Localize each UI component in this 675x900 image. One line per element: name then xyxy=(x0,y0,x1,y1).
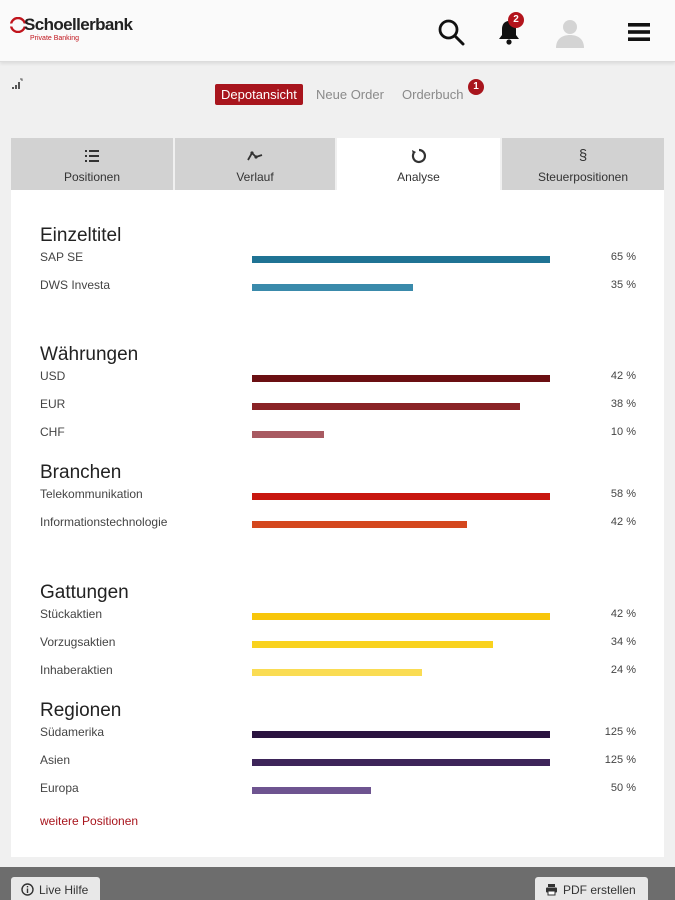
allocation-bar xyxy=(252,284,550,291)
footer-bar: Live Hilfe PDF erstellen xyxy=(0,867,675,900)
allocation-bar xyxy=(252,521,550,528)
allocation-bar-fill xyxy=(252,641,493,648)
section-title: Währungen xyxy=(40,344,139,365)
info-icon xyxy=(21,883,34,896)
tab-analyse[interactable]: Analyse xyxy=(337,138,501,190)
allocation-bar-fill xyxy=(252,521,467,528)
row-value: 65 % xyxy=(610,251,636,263)
hamburger-menu-icon[interactable] xyxy=(627,22,651,42)
logo-mark-icon xyxy=(10,17,26,33)
signal-icon xyxy=(12,78,23,89)
avatar[interactable] xyxy=(553,15,587,49)
row-label: Telekommunikation xyxy=(40,487,143,501)
row-label: EUR xyxy=(40,397,66,411)
allocation-bar-fill xyxy=(252,613,550,620)
live-help-label: Live Hilfe xyxy=(39,883,89,897)
printer-icon xyxy=(546,884,557,896)
row-value: 34 % xyxy=(610,636,636,648)
row-value: 125 % xyxy=(604,754,636,766)
row-label: Vorzugsaktien xyxy=(40,635,116,649)
allocation-bar-fill xyxy=(252,493,550,500)
tab-label: Analyse xyxy=(397,170,440,184)
row-value: 42 % xyxy=(610,608,636,620)
analysis-panel: weitere Positionen Einzeltitel SAP SE 65 %… xyxy=(11,190,664,857)
row-label: Südamerika xyxy=(40,725,105,739)
notification-badge: 2 xyxy=(508,12,524,28)
line-chart-icon xyxy=(247,151,263,161)
tab-steuerpositionen[interactable]: § Steuerpositionen xyxy=(502,138,664,190)
tab-label: Verlauf xyxy=(236,170,274,184)
row-value: 50 % xyxy=(610,782,636,794)
pdf-export-label: PDF erstellen xyxy=(563,883,636,897)
allocation-bar xyxy=(252,256,550,263)
row-label: Stückaktien xyxy=(40,607,103,621)
row-value: 125 % xyxy=(604,726,636,738)
row-label: SAP SE xyxy=(40,250,84,264)
allocation-bar xyxy=(252,493,550,500)
section-title: Branchen xyxy=(40,462,122,483)
allocation-bar xyxy=(252,759,550,766)
subnav-depotansicht[interactable]: Depotansicht xyxy=(215,84,303,105)
allocation-bar xyxy=(252,431,550,438)
allocation-bar xyxy=(252,641,550,648)
row-label: Inhaberaktien xyxy=(40,663,113,677)
section-title: Regionen xyxy=(40,700,122,721)
allocation-bar-fill xyxy=(252,403,520,410)
row-value: 42 % xyxy=(610,516,636,528)
row-label: CHF xyxy=(40,425,65,439)
logo-subtitle: Private Banking xyxy=(30,35,80,42)
row-label: Informationstechnologie xyxy=(40,515,168,529)
allocation-bar-fill xyxy=(252,787,371,794)
allocation-bar-fill xyxy=(252,759,550,766)
row-value: 24 % xyxy=(610,664,636,676)
row-value: 58 % xyxy=(610,488,636,500)
logo-name: Schoellerbank xyxy=(24,15,133,34)
allocation-bar xyxy=(252,403,550,410)
live-help-button[interactable]: Live Hilfe xyxy=(11,877,101,900)
list-icon xyxy=(85,150,99,162)
section-title: Gattungen xyxy=(40,582,129,603)
orderbuch-badge: 1 xyxy=(468,79,484,95)
refresh-icon xyxy=(411,148,426,164)
search-icon[interactable] xyxy=(437,18,465,46)
subnav-orderbuch[interactable]: Orderbuch xyxy=(402,87,464,102)
subnav-neue-order[interactable]: Neue Order xyxy=(316,87,384,102)
row-label: DWS Investa xyxy=(40,278,111,292)
row-value: 42 % xyxy=(610,370,636,382)
allocation-bar-fill xyxy=(252,256,550,263)
allocation-bar-fill xyxy=(252,731,550,738)
allocation-bar xyxy=(252,613,550,620)
row-value: 10 % xyxy=(610,426,636,438)
allocation-bar-fill xyxy=(252,375,550,382)
pdf-export-button[interactable]: PDF erstellen xyxy=(535,877,648,900)
tab-label: Positionen xyxy=(63,170,121,184)
row-label: USD xyxy=(40,369,66,383)
allocation-bar xyxy=(252,375,550,382)
app-header: Schoellerbank Private Banking 2 xyxy=(0,0,675,62)
tab-label: Steuerpositionen xyxy=(537,170,629,184)
allocation-bar-fill xyxy=(252,431,324,438)
allocation-bar-fill xyxy=(252,284,413,291)
row-value: 38 % xyxy=(610,398,636,410)
section-title: Einzeltitel xyxy=(40,225,122,246)
allocation-bar xyxy=(252,669,550,676)
more-positions-link[interactable]: weitere Positionen xyxy=(40,814,139,828)
allocation-bar-fill xyxy=(252,669,422,676)
tab-positionen[interactable]: Positionen xyxy=(11,138,174,190)
paragraph-icon: § xyxy=(578,147,588,164)
sub-navigation: Depotansicht Neue Order Orderbuch 1 xyxy=(0,79,675,106)
row-label: Asien xyxy=(40,753,71,767)
row-value: 35 % xyxy=(610,279,636,291)
row-label: Europa xyxy=(40,781,79,795)
allocation-bar xyxy=(252,731,550,738)
allocation-bar xyxy=(252,787,550,794)
tab-verlauf[interactable]: Verlauf xyxy=(175,138,336,190)
